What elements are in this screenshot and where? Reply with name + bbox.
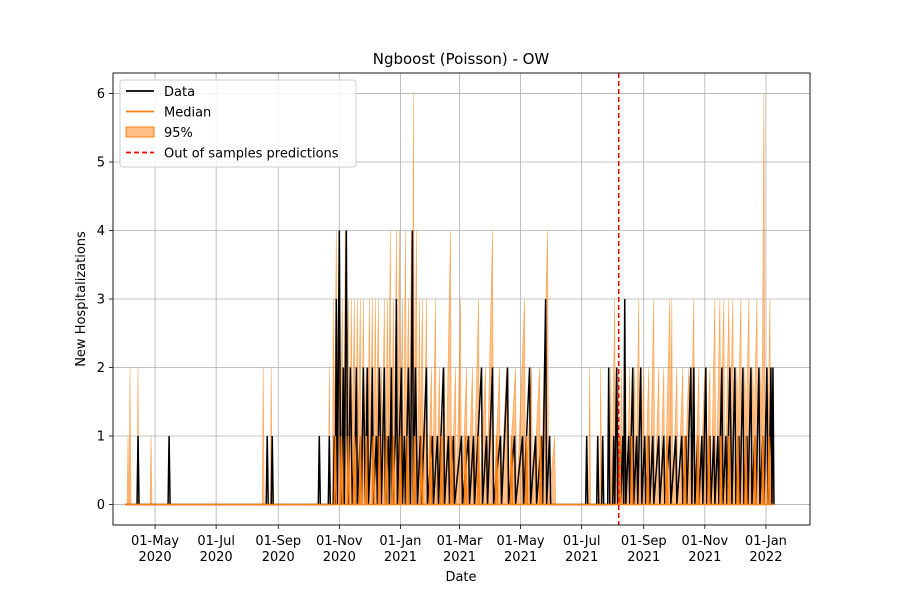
x-tick-label-line: 01-May: [497, 534, 545, 549]
legend-label: Median: [164, 106, 211, 121]
y-tick-label: 4: [97, 224, 105, 239]
x-tick-label: 01-Sep 2020: [255, 534, 301, 565]
y-tick-label: 1: [97, 429, 105, 444]
x-tick-label-line: 2021: [627, 550, 660, 565]
x-tick-label: 01-Jan 2022: [745, 534, 787, 565]
series-line-median: [125, 435, 774, 506]
chart-title: Ngboost (Poisson) - OW: [373, 50, 550, 68]
x-tick-label: 01-May 2020: [131, 534, 179, 565]
x-tick-label-line: 2021: [384, 550, 417, 565]
x-tick-label-line: 01-Jul: [197, 534, 235, 549]
x-tick-label-line: 2020: [139, 550, 172, 565]
y-tick-label: 5: [97, 156, 105, 171]
series-lines-layer: [125, 73, 775, 525]
x-tick-label-line: 2020: [200, 550, 233, 565]
y-tick-label: 2: [97, 361, 105, 376]
y-tick-label: 6: [97, 87, 105, 102]
x-tick-label-line: 01-Jan: [745, 534, 787, 549]
y-tick-label: 3: [97, 293, 105, 308]
x-tick-label: 01-Sep 2021: [621, 534, 667, 565]
x-tick-label-line: 2021: [565, 550, 598, 565]
x-tick-label-line: 01-Sep: [621, 534, 667, 549]
x-tick-label-line: 01-May: [131, 534, 179, 549]
x-tick-label-line: 2020: [323, 550, 356, 565]
x-tick-label-line: 2021: [443, 550, 476, 565]
x-tick-label-line: 2020: [262, 550, 295, 565]
legend: Data Median 95% Out of samples predictions: [119, 79, 357, 168]
x-tick-label: 01-Nov 2020: [316, 534, 363, 565]
legend-label: Data: [164, 85, 195, 100]
x-tick-label-line: 01-Nov: [682, 534, 729, 549]
x-tick-label: 01-Nov 2021: [682, 534, 729, 565]
x-tick-label-line: 2021: [688, 550, 721, 565]
legend-swatch-band: [125, 126, 155, 138]
x-tick-label-line: 01-Mar: [437, 534, 483, 549]
x-tick-label-line: 01-Jan: [379, 534, 421, 549]
x-tick-label-line: 2021: [504, 550, 537, 565]
x-tick-label-line: 01-Nov: [316, 534, 363, 549]
x-axis-label: Date: [445, 570, 476, 585]
legend-label: 95%: [164, 126, 193, 141]
x-tick-label: 01-May 2021: [497, 534, 545, 565]
x-tick-label: 01-Jul 2020: [197, 534, 235, 565]
x-tick-label-line: 01-Sep: [255, 534, 301, 549]
x-tick-label: 01-Jan 2021: [379, 534, 421, 565]
legend-box: [119, 79, 357, 168]
y-tick-label: 0: [97, 498, 105, 513]
plot-frame: [112, 72, 811, 526]
x-tick-label-line: 2022: [749, 550, 782, 565]
x-tick-label-line: 01-Jul: [563, 534, 601, 549]
y-axis-label: New Hospitalizations: [74, 231, 89, 367]
x-tick-label: 01-Jul 2021: [563, 534, 601, 565]
x-tick-label: 01-Mar 2021: [437, 534, 483, 565]
legend-label: Out of samples predictions: [164, 147, 339, 162]
